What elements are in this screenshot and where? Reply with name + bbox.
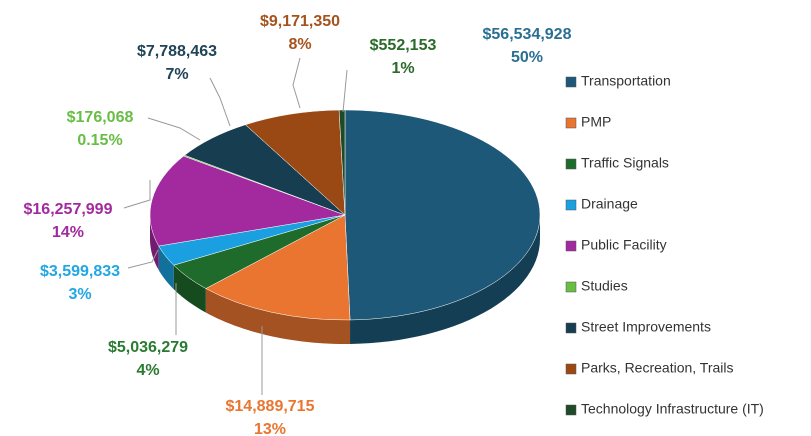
leader-line [147,117,201,141]
data-label: $3,599,833 [40,263,120,280]
legend-swatch [565,199,577,211]
data-label: $14,889,715 [226,398,315,415]
legend-swatch [565,240,577,252]
legend-label: Drainage [581,196,638,212]
legend-swatch [565,158,577,170]
data-label: $5,036,279 [108,339,188,356]
data-label: $16,257,999 [24,201,113,218]
percent-label: 8% [288,36,311,53]
legend-label: Street Improvements [581,319,711,335]
legend-swatch [565,322,577,334]
leader-line [209,77,231,127]
leader-line [292,57,301,109]
leader-line [342,69,348,113]
legend-swatch [565,404,577,416]
data-label: $552,153 [370,37,437,54]
legend-swatch [565,117,577,129]
data-label: $176,068 [67,109,134,126]
data-label: $56,534,928 [483,26,572,43]
legend-label: Technology Infrastructure (IT) [581,401,764,417]
slice [244,109,346,216]
legend-swatch [565,76,577,88]
leader-line [127,249,159,269]
slice [149,155,346,247]
slice [205,214,351,321]
legend-label: Public Facility [581,237,667,253]
slice-side [150,215,159,271]
data-label: $7,788,463 [137,43,217,60]
slice-side [350,215,540,344]
percent-label: 0.15% [77,132,122,149]
percent-label: 50% [511,49,543,66]
percent-label: 3% [68,286,91,303]
slice-side [173,265,206,313]
data-label: $9,171,350 [260,13,340,30]
percent-label: 4% [136,362,159,379]
slice [338,109,346,216]
percent-label: 1% [391,60,414,77]
legend-label: Transportation [581,73,671,89]
percent-label: 13% [254,421,286,436]
legend-swatch [565,363,577,375]
slice [344,109,541,321]
percent-label: 14% [52,224,84,241]
legend-label: Parks, Recreation, Trails [581,360,734,376]
legend-label: Traffic Signals [581,155,669,171]
legend-swatch [565,281,577,293]
slice-side [205,288,351,344]
leader-line [123,180,151,209]
slice-side [158,246,174,290]
legend-label: Studies [581,278,628,294]
legend-label: PMP [581,114,611,130]
percent-label: 7% [165,66,188,83]
